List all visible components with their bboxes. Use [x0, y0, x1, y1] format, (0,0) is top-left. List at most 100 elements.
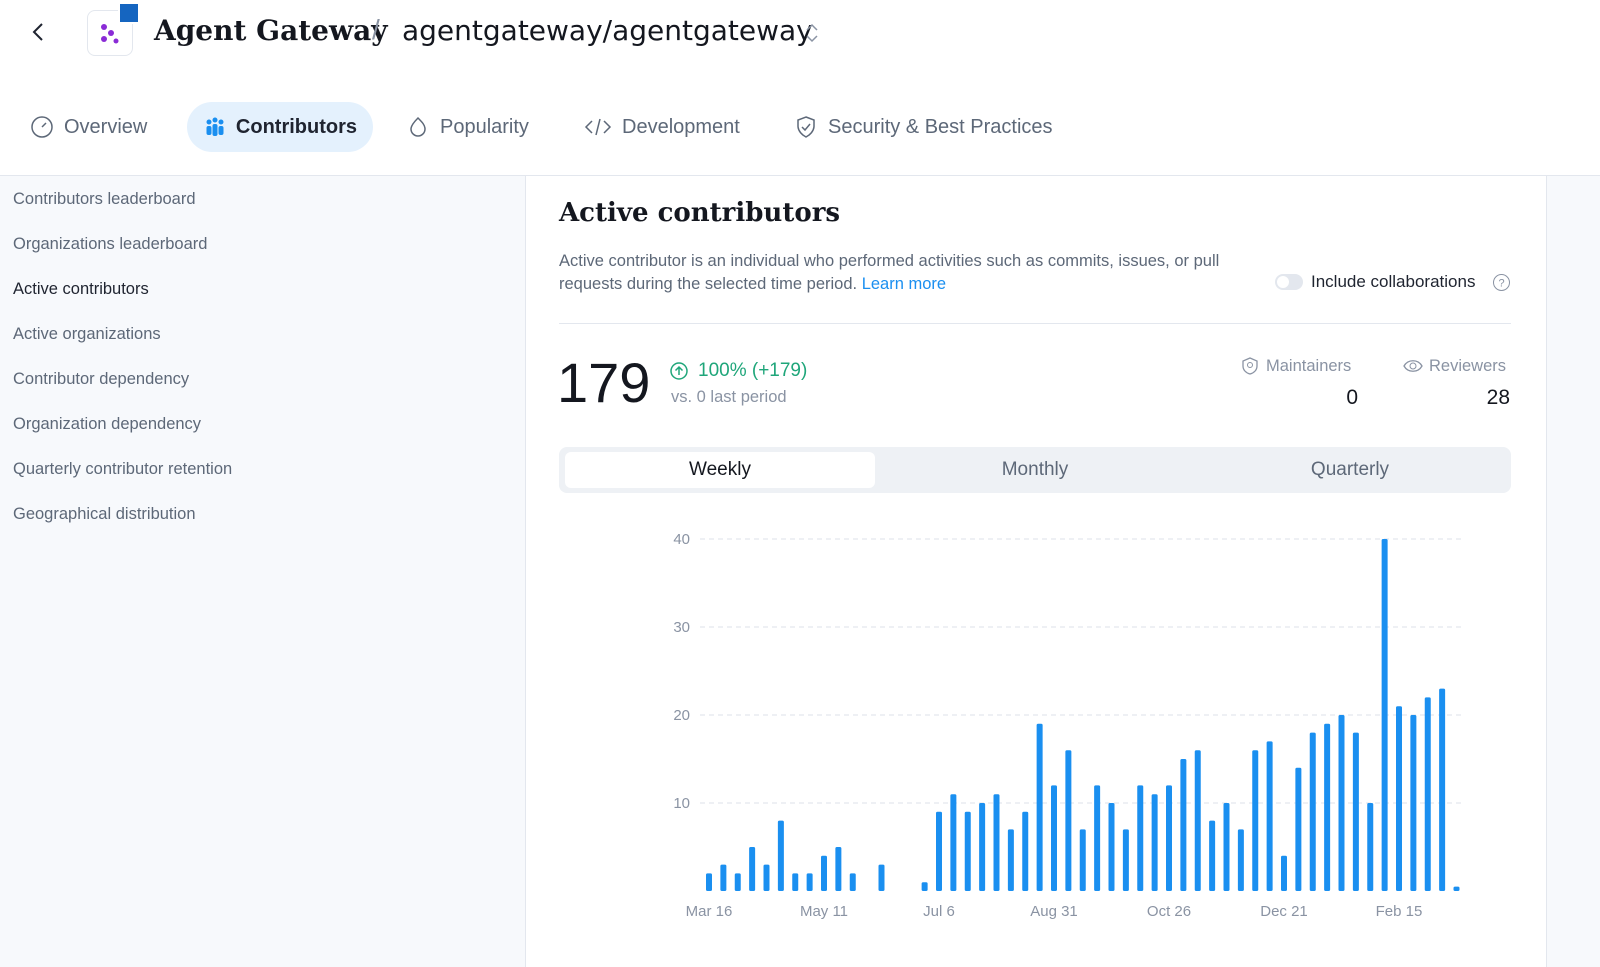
bar — [1223, 803, 1230, 891]
period-option[interactable]: Quarterly — [1310, 459, 1390, 480]
bar — [1367, 803, 1374, 891]
bar — [821, 855, 827, 891]
repo-switch[interactable] — [804, 22, 820, 44]
tab-label: Popularity — [440, 115, 529, 138]
x-tick-label: Oct 26 — [1147, 903, 1191, 920]
tab[interactable]: Development — [568, 102, 756, 152]
y-tick-label: 40 — [673, 531, 690, 548]
bar — [921, 882, 928, 891]
section-description: Active contributor is an individual who … — [559, 250, 1249, 296]
sidebar-item[interactable]: Organization dependency — [13, 415, 202, 433]
bar — [835, 847, 842, 891]
bar — [734, 873, 741, 891]
bar — [1295, 767, 1302, 891]
maintainers-value: 0 — [1346, 386, 1358, 409]
x-tick-label: Jul 6 — [923, 903, 955, 920]
tab-label: Development — [622, 115, 740, 138]
x-tick-label: Mar 16 — [686, 903, 733, 920]
bar — [1122, 829, 1129, 891]
bar — [1352, 732, 1359, 891]
total-value: 179 — [557, 351, 651, 414]
bar — [1237, 829, 1244, 891]
maintainers-icon — [1242, 357, 1258, 375]
bar — [1424, 697, 1431, 891]
bar — [1194, 750, 1201, 891]
x-tick-label: May 11 — [800, 903, 848, 920]
bar — [1108, 803, 1115, 891]
bar — [1166, 785, 1172, 891]
sidebar-item[interactable]: Active contributors — [13, 280, 149, 298]
bar — [1309, 732, 1316, 891]
tab[interactable]: Contributors — [187, 102, 373, 152]
bar — [1137, 785, 1144, 891]
right-gutter — [1546, 176, 1600, 967]
bar — [1266, 741, 1273, 891]
bar — [1036, 723, 1043, 891]
bar — [720, 864, 727, 891]
back-button[interactable] — [28, 20, 48, 44]
x-tick-label: Aug 31 — [1030, 903, 1078, 920]
bar — [1252, 750, 1259, 891]
period-option[interactable]: Weekly — [565, 452, 875, 488]
separator: / — [372, 14, 380, 45]
sidebar-item[interactable]: Active organizations — [13, 325, 161, 343]
bar — [1065, 750, 1072, 891]
toggle[interactable] — [1275, 274, 1303, 290]
y-tick-label: 10 — [673, 795, 690, 812]
bar — [777, 820, 784, 891]
reviewers-value: 28 — [1486, 386, 1510, 409]
bar — [1151, 794, 1158, 891]
help-icon[interactable]: ? — [1492, 273, 1511, 292]
reviewers-icon — [1403, 360, 1423, 372]
learn-more-link[interactable]: Learn more — [861, 275, 947, 293]
bar — [1410, 715, 1417, 891]
bar — [1051, 785, 1057, 891]
bar — [964, 811, 971, 891]
bar — [706, 873, 712, 891]
divider — [559, 323, 1511, 324]
sidebar-item[interactable]: Contributor dependency — [13, 370, 190, 388]
tab-label: Security & Best Practices — [828, 115, 1053, 138]
bar — [1209, 820, 1216, 891]
repository[interactable]: agentgateway/agentgateway — [402, 14, 813, 47]
y-tick-label: 20 — [673, 707, 690, 724]
bar — [1396, 706, 1402, 891]
tab[interactable]: Security & Best Practices — [778, 102, 1069, 152]
svg-text:?: ? — [1498, 278, 1504, 290]
sidebar-item[interactable]: Geographical distribution — [13, 505, 196, 523]
bar — [1180, 759, 1187, 891]
sidebar-item[interactable]: Contributors leaderboard — [13, 190, 196, 208]
badge — [118, 2, 140, 24]
toggle-label: Include collaborations — [1311, 272, 1476, 291]
bar — [1324, 723, 1331, 891]
bar — [849, 873, 856, 891]
bar — [1281, 855, 1287, 891]
sidebar-item[interactable]: Organizations leaderboard — [13, 235, 208, 253]
x-tick-label: Feb 15 — [1376, 903, 1423, 920]
sidebar-item[interactable]: Quarterly contributor retention — [13, 460, 233, 478]
x-tick-label: Dec 21 — [1260, 903, 1308, 920]
header — [0, 0, 1600, 176]
section-title: Active contributors — [559, 198, 841, 228]
tab[interactable]: Popularity — [390, 102, 545, 152]
bar — [950, 794, 957, 891]
bar — [1338, 715, 1345, 891]
maintainers-label: Maintainers — [1266, 357, 1352, 375]
sidebar — [0, 176, 526, 967]
description-text: Active contributor is an individual who … — [559, 252, 1220, 293]
project-title: Agent Gateway — [154, 14, 388, 47]
bar — [763, 864, 770, 891]
period-option[interactable]: Monthly — [1001, 459, 1069, 480]
bar — [993, 794, 1000, 891]
bar — [749, 847, 756, 891]
tab-label: Overview — [64, 115, 148, 138]
project-logo — [87, 10, 133, 56]
bar — [1094, 785, 1101, 891]
bar — [1007, 829, 1014, 891]
bar — [792, 873, 799, 891]
tab[interactable]: Overview — [14, 102, 163, 152]
bar — [1381, 539, 1388, 891]
bar — [1453, 886, 1460, 891]
